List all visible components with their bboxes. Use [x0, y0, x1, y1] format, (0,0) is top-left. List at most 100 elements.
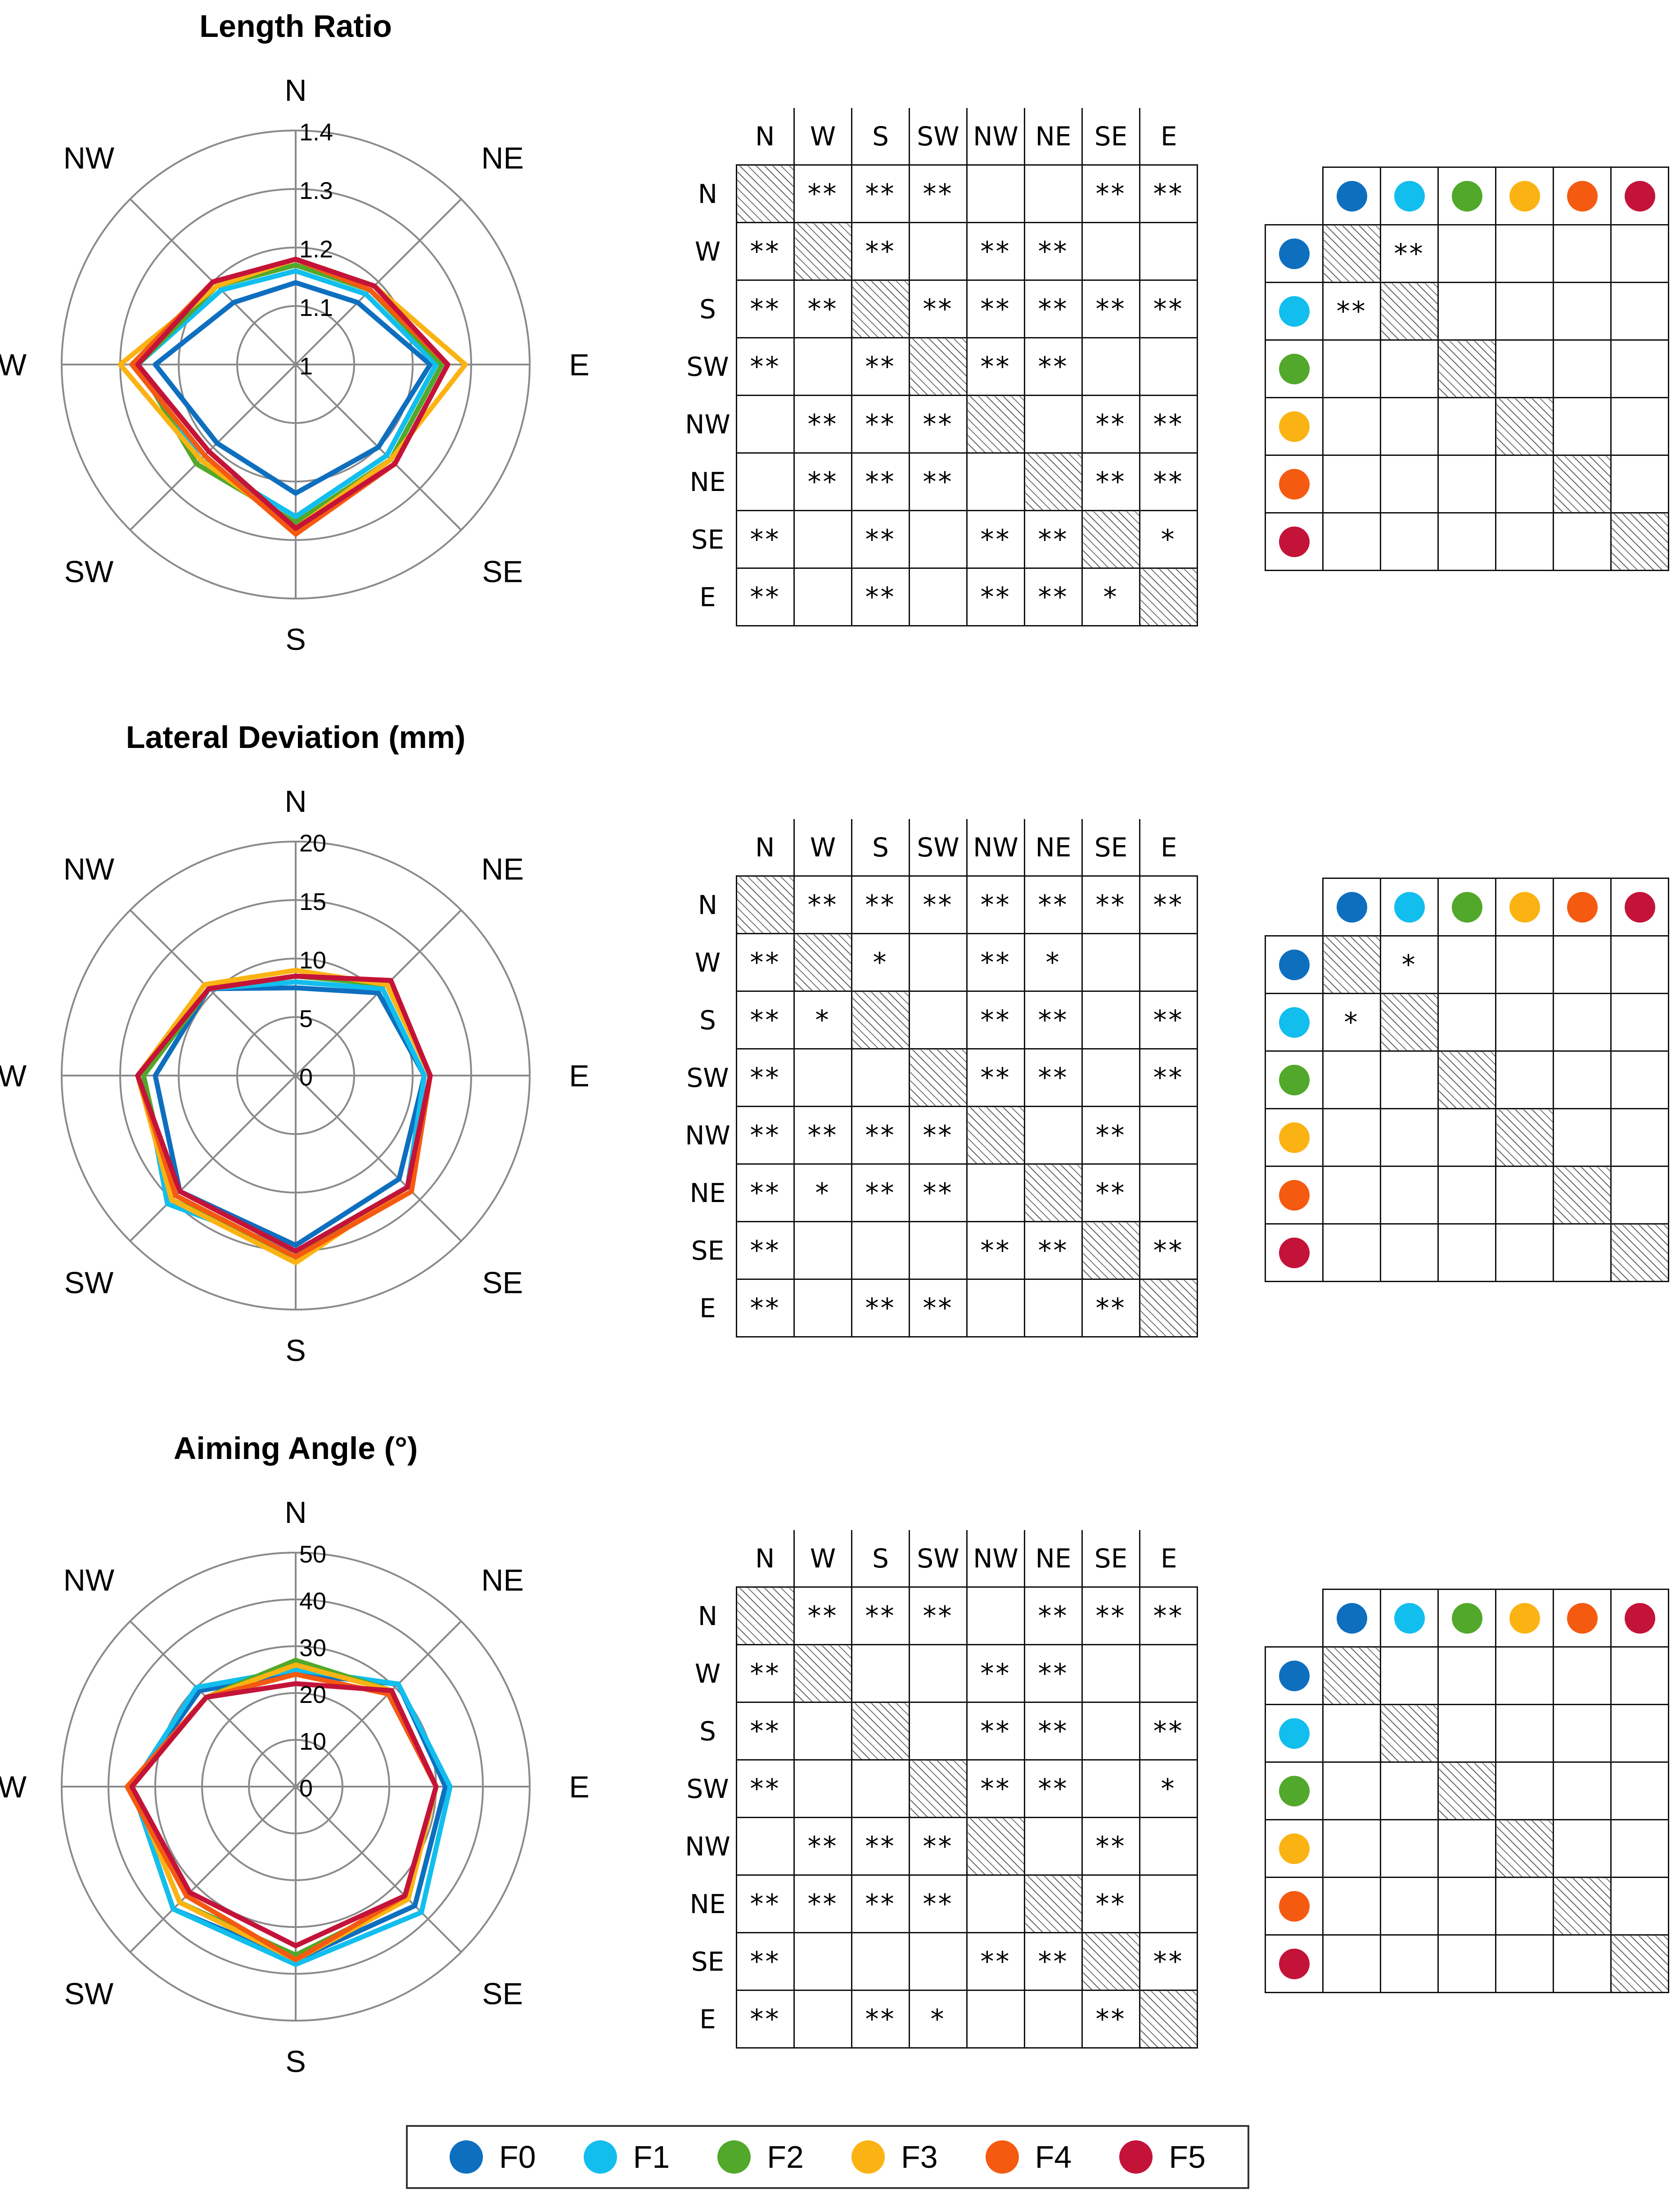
radar-chart-lateral-deviation-mm: Lateral Deviation (mm) 0 5 10 15 20 N NE E SE S SW W…: [0, 720, 590, 1368]
sig-cell: [793, 1702, 852, 1761]
diagonal-cell: [1495, 1108, 1554, 1167]
sig-cell: *: [1024, 933, 1083, 992]
tick-label: 1: [299, 353, 313, 380]
sig-cell: **: [909, 1874, 968, 1933]
sig-cell: [909, 1932, 968, 1991]
chart-title: Lateral Deviation (mm): [126, 720, 466, 755]
group-row-header: [1265, 282, 1324, 341]
direction-label-s: S: [285, 2044, 306, 2079]
diagonal-cell: [1437, 1761, 1496, 1820]
sig-cell: **: [736, 567, 795, 626]
group-col-header: [1610, 167, 1669, 225]
group-row-header: [1265, 1108, 1324, 1167]
sig-cell: **: [736, 279, 795, 338]
series-f1: [129, 1667, 453, 1967]
sig-cell: [1139, 1874, 1198, 1933]
group-dot-f5: [1624, 892, 1655, 923]
sig-cell: **: [1081, 279, 1140, 338]
group-col-header: [1553, 167, 1611, 225]
group-dot-f2: [1279, 353, 1310, 384]
sig-cell: **: [966, 1702, 1025, 1761]
sig-cell: *: [1139, 1759, 1198, 1818]
group-row-header: [1265, 1819, 1324, 1878]
diagonal-cell: [736, 1586, 795, 1645]
sig-cell: **: [793, 875, 852, 934]
sig-cell: **: [1081, 452, 1140, 511]
sig-cell: [1495, 1761, 1554, 1820]
group-col-header: [1437, 1589, 1496, 1648]
sig-cell: **: [1024, 567, 1083, 626]
sig-cell: **: [736, 1221, 795, 1280]
group-dot-f4: [1567, 1603, 1598, 1634]
group-row-header: [1265, 339, 1324, 398]
diagonal-cell: [851, 1702, 910, 1761]
legend-dot-f3: [851, 2140, 885, 2174]
sig-cell: [1553, 1704, 1612, 1763]
legend-dot-f1: [583, 2140, 617, 2174]
sig-cell: [1495, 1877, 1554, 1936]
group-dot-f1: [1279, 296, 1310, 327]
sig-cell: [1495, 224, 1554, 283]
sig-cell: [1024, 1279, 1083, 1337]
group-col-header: [1380, 878, 1438, 937]
sig-cell: **: [793, 1817, 852, 1876]
matrix-row-header: SW: [680, 1049, 737, 1107]
matrix-row-header: NE: [680, 1164, 737, 1222]
sig-cell: [1437, 993, 1496, 1052]
matrix-col-header: E: [1139, 819, 1198, 877]
grid-spoke: [129, 909, 297, 1076]
legend-dot-f4: [985, 2140, 1019, 2174]
diagonal-cell: [1081, 1932, 1140, 1991]
group-dot-f5: [1279, 1948, 1310, 1979]
sig-cell: [966, 1990, 1025, 2049]
sig-cell: [1322, 1819, 1381, 1878]
matrix-row-header: NW: [680, 1817, 737, 1875]
sig-cell: [793, 1221, 852, 1280]
sig-cell: [1610, 1646, 1669, 1705]
sig-cell: **: [1139, 1586, 1198, 1645]
sig-cell: **: [966, 1048, 1025, 1107]
group-dot-f4: [1279, 1180, 1310, 1211]
legend-label-f1: F1: [633, 2139, 670, 2175]
sig-cell: [1380, 1223, 1439, 1282]
group-dot-f0: [1336, 180, 1367, 212]
matrix-row-header: E: [680, 568, 737, 626]
sig-cell: [1139, 933, 1198, 992]
legend-item-f2: F2: [717, 2139, 804, 2175]
sig-cell: [909, 991, 968, 1049]
sig-cell: [909, 933, 968, 992]
sig-cell: **: [1024, 1702, 1083, 1761]
sig-cell: **: [736, 1644, 795, 1703]
diagonal-cell: [909, 1048, 968, 1107]
diagonal-cell: [1380, 282, 1439, 341]
sig-cell: [1081, 1048, 1140, 1107]
matrix-col-header: NW: [966, 108, 1025, 166]
sig-cell: **: [736, 1759, 795, 1818]
sig-cell: [1610, 397, 1669, 456]
direction-label-se: SE: [482, 1977, 523, 2011]
sig-cell: *: [1380, 935, 1439, 994]
sig-cell: [1437, 1877, 1496, 1936]
sig-cell: **: [966, 1221, 1025, 1280]
legend-item-f0: F0: [449, 2139, 536, 2175]
group-dot-f1: [1279, 1718, 1310, 1749]
sig-cell: [1553, 1223, 1612, 1282]
group-row-header: [1265, 1877, 1324, 1936]
diagonal-cell: [1380, 993, 1439, 1052]
sig-cell: [1380, 1646, 1439, 1705]
sig-cell: **: [966, 1759, 1025, 1818]
diagonal-cell: [1081, 510, 1140, 569]
matrix-col-header: SW: [909, 108, 967, 166]
direction-significance-matrix: N W S SW NW NE SE E N ** ** ** ** ** ** ** W ** * ** * S ** * **…: [680, 819, 1198, 1337]
group-row-header: [1265, 993, 1324, 1052]
sig-cell: **: [736, 1163, 795, 1222]
diagonal-cell: [1553, 1877, 1612, 1936]
sig-cell: [1081, 1759, 1140, 1818]
matrix-row-header: E: [680, 1990, 737, 2048]
sig-cell: **: [851, 510, 910, 569]
matrix-row-header: N: [680, 1587, 737, 1645]
sig-cell: **: [736, 510, 795, 569]
sig-cell: **: [793, 1106, 852, 1165]
sig-cell: **: [1081, 1817, 1140, 1876]
diagonal-cell: [909, 337, 968, 396]
